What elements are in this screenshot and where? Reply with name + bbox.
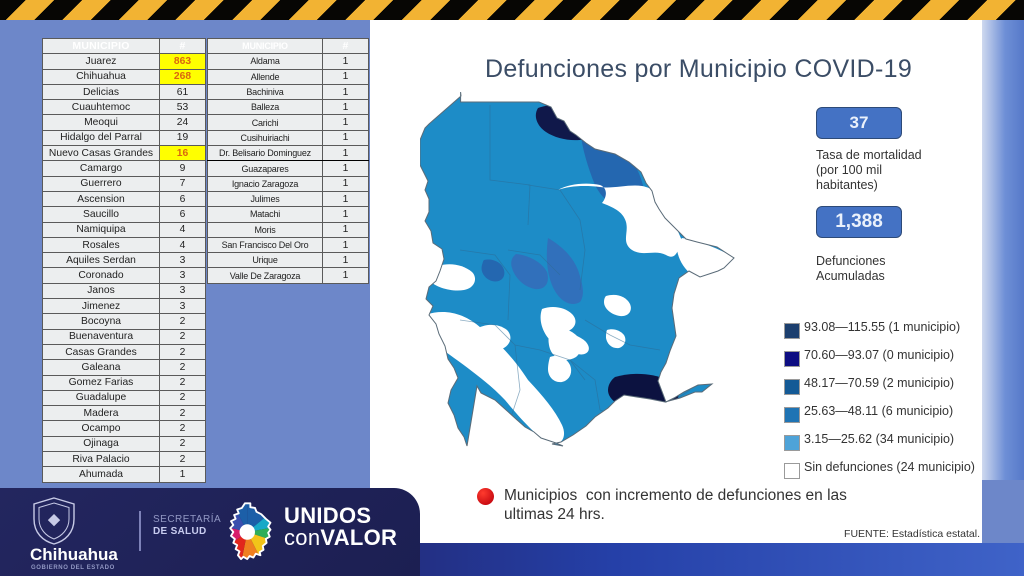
svg-text:◆: ◆ [47, 511, 60, 528]
